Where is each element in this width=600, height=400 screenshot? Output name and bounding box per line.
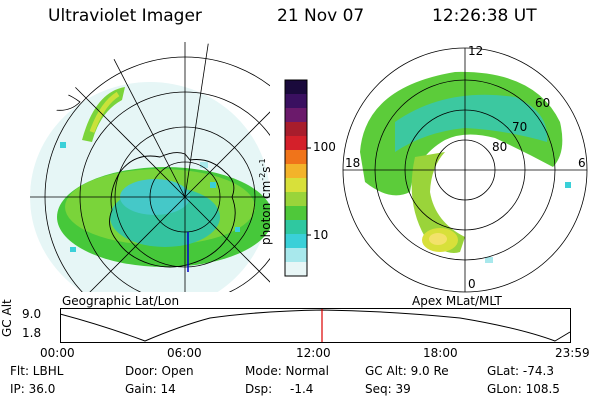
aurora-spiral [411, 152, 465, 253]
gain-info: Gain: 14 [125, 382, 176, 396]
mlt-label-12: 12 [468, 44, 484, 58]
instrument-title: Ultraviolet Imager [48, 6, 202, 26]
colorbar-segment [285, 206, 307, 221]
colorbar-segment [285, 234, 307, 249]
altitude-ytick-max: 9.0 [22, 307, 42, 321]
dsp-value: -1.4 [290, 382, 314, 396]
mode-info: Mode: Normal [245, 364, 329, 378]
mlat-label-70: 70 [512, 120, 528, 134]
colorbar-segment [285, 220, 307, 235]
ip-info: IP: 36.0 [10, 382, 56, 396]
colorbar-segment [285, 178, 307, 193]
mlat-label-80: 80 [492, 140, 508, 154]
colorbar-tick-10: 10 [313, 228, 329, 242]
glon-info: GLon: 108.5 [487, 382, 560, 396]
mlat-label-60: 60 [535, 96, 551, 110]
glat-info: GLat: -74.3 [487, 364, 554, 378]
colorbar [284, 79, 311, 277]
seq-info: Seq: 39 [365, 382, 411, 396]
colorbar-segment [285, 164, 307, 179]
left-panel-label: Geographic Lat/Lon [62, 294, 180, 308]
altitude-xtick-2: 12:00 [296, 346, 331, 360]
colorbar-segment [285, 94, 307, 109]
door-info: Door: Open [125, 364, 194, 378]
altitude-curve [60, 309, 571, 342]
filter-info: Flt: LBHL [10, 364, 64, 378]
colorbar-segment [285, 80, 307, 95]
right-panel-label: Apex MLat/MLT [412, 294, 502, 308]
altitude-ytick-min: 1.8 [22, 326, 42, 340]
date-label: 21 Nov 07 [277, 6, 365, 26]
altitude-ylabel: GC Alt [0, 299, 14, 337]
colorbar-tick-100: 100 [313, 140, 336, 154]
colorbar-unit-label: photon cm-2s-1 [258, 158, 273, 245]
altitude-xtick-3: 18:00 [423, 346, 458, 360]
colorbar-segment [285, 108, 307, 123]
coastline [109, 152, 236, 268]
geographic-map [30, 42, 270, 292]
colorbar-segment [285, 248, 307, 263]
mlt-label-0: 0 [468, 277, 476, 291]
colorbar-segment [285, 192, 307, 207]
dsp-label: Dsp: [245, 382, 273, 396]
altitude-xtick-0: 00:00 [40, 346, 75, 360]
magnetic-map [342, 47, 588, 293]
mlt-label-18: 18 [345, 156, 361, 170]
altitude-xtick-1: 06:00 [167, 346, 202, 360]
mlt-label-6: 6 [578, 156, 586, 170]
colorbar-segment [285, 262, 307, 277]
colorbar-segment [285, 136, 307, 151]
altitude-plot [60, 308, 571, 343]
gc-alt-info: GC Alt: 9.0 Re [365, 364, 449, 378]
colorbar-segment [285, 122, 307, 137]
altitude-xtick-4: 23:59 [555, 346, 590, 360]
time-label: 12:26:38 UT [432, 6, 537, 26]
colorbar-segment [285, 150, 307, 165]
